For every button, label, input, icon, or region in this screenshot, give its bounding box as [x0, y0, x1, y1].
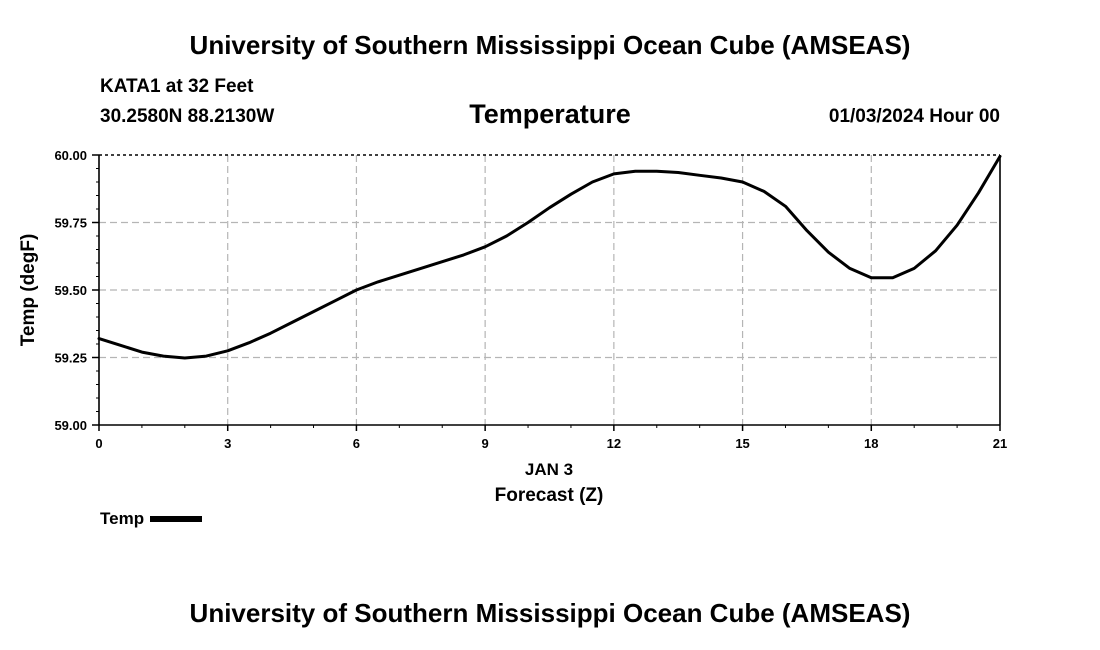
- x-axis-label: Forecast (Z): [495, 485, 604, 506]
- y-tick-label: 59.75: [54, 216, 87, 231]
- y-tick-label: 59.50: [54, 283, 87, 298]
- legend-line-swatch: [150, 515, 203, 522]
- x-tick-label: 21: [993, 436, 1007, 451]
- x-tick-label: 0: [95, 436, 102, 451]
- y-tick-label: 59.00: [54, 418, 87, 433]
- legend-label: Temp: [100, 509, 145, 528]
- station-coordinates: 30.2580N 88.2130W: [100, 106, 275, 127]
- y-tick-label: 59.25: [54, 351, 87, 366]
- x-tick-label: 12: [607, 436, 621, 451]
- legend: Temp: [100, 509, 203, 529]
- tick-labels: 0 3 6 9 12 15 18 21 59.00 59.25 59.50 59.75 60.00: [54, 148, 1007, 451]
- x-tick-label: 9: [482, 436, 489, 451]
- station-label: KATA1 at 32 Feet: [100, 76, 254, 97]
- grid-lines: [99, 154, 1000, 425]
- x-tick-label: 15: [735, 436, 749, 451]
- x-tick-label: 18: [864, 436, 878, 451]
- x-tick-label: 6: [353, 436, 360, 451]
- y-axis-label: Temp (degF): [18, 234, 39, 347]
- y-tick-label: 60.00: [54, 148, 87, 163]
- temp-series-line: [97, 154, 1002, 360]
- x-tick-label: 3: [224, 436, 231, 451]
- forecast-datetime: 01/03/2024 Hour 00: [828, 106, 1000, 127]
- series-layer: [97, 154, 1002, 360]
- top-title: University of Southern Mississippi Ocean…: [189, 30, 911, 60]
- chart-axes: [92, 154, 1001, 431]
- chart-title: Temperature: [469, 99, 631, 129]
- x-axis-date-label: JAN 3: [525, 460, 573, 479]
- bottom-title: University of Southern Mississippi Ocean…: [189, 598, 911, 628]
